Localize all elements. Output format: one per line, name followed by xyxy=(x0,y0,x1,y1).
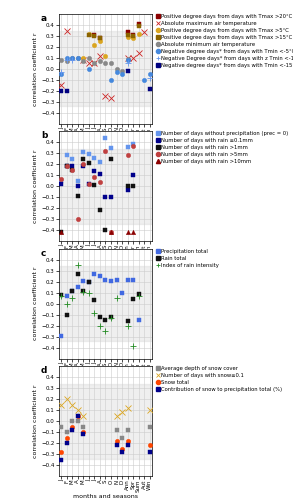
X-axis label: months and seasons: months and seasons xyxy=(73,494,138,498)
Y-axis label: correlation coefficient r: correlation coefficient r xyxy=(33,267,38,340)
Text: d: d xyxy=(41,366,47,375)
Text: a: a xyxy=(41,14,47,23)
Legend: Average depth of snow cover, Number of days with snow≥0.1, Snow total, Contribut: Average depth of snow cover, Number of d… xyxy=(156,366,282,392)
X-axis label: months and seasons: months and seasons xyxy=(73,376,138,381)
Legend: Positive degree days from days with Tmax >20°C, Absolute maximum air temperature: Positive degree days from days with Tmax… xyxy=(156,14,293,68)
Bar xyxy=(59,384,152,458)
Bar xyxy=(59,149,152,224)
Legend: Number of days without precipitation (prec = 0), Number of days with rain ≥0.1mm: Number of days without precipitation (pr… xyxy=(156,132,288,164)
Bar xyxy=(59,266,152,341)
Y-axis label: correlation coefficient r: correlation coefficient r xyxy=(33,32,38,106)
Legend: Precipitation total, Rain total, Index of rain intensity: Precipitation total, Rain total, Index o… xyxy=(156,249,219,268)
Text: b: b xyxy=(41,132,47,140)
Y-axis label: correlation coefficient r: correlation coefficient r xyxy=(33,384,38,458)
X-axis label: months and seasons: months and seasons xyxy=(73,141,138,146)
X-axis label: months and seasons: months and seasons xyxy=(73,258,138,264)
Bar xyxy=(59,32,152,106)
Y-axis label: correlation coefficient r: correlation coefficient r xyxy=(33,150,38,223)
Text: c: c xyxy=(41,249,46,258)
